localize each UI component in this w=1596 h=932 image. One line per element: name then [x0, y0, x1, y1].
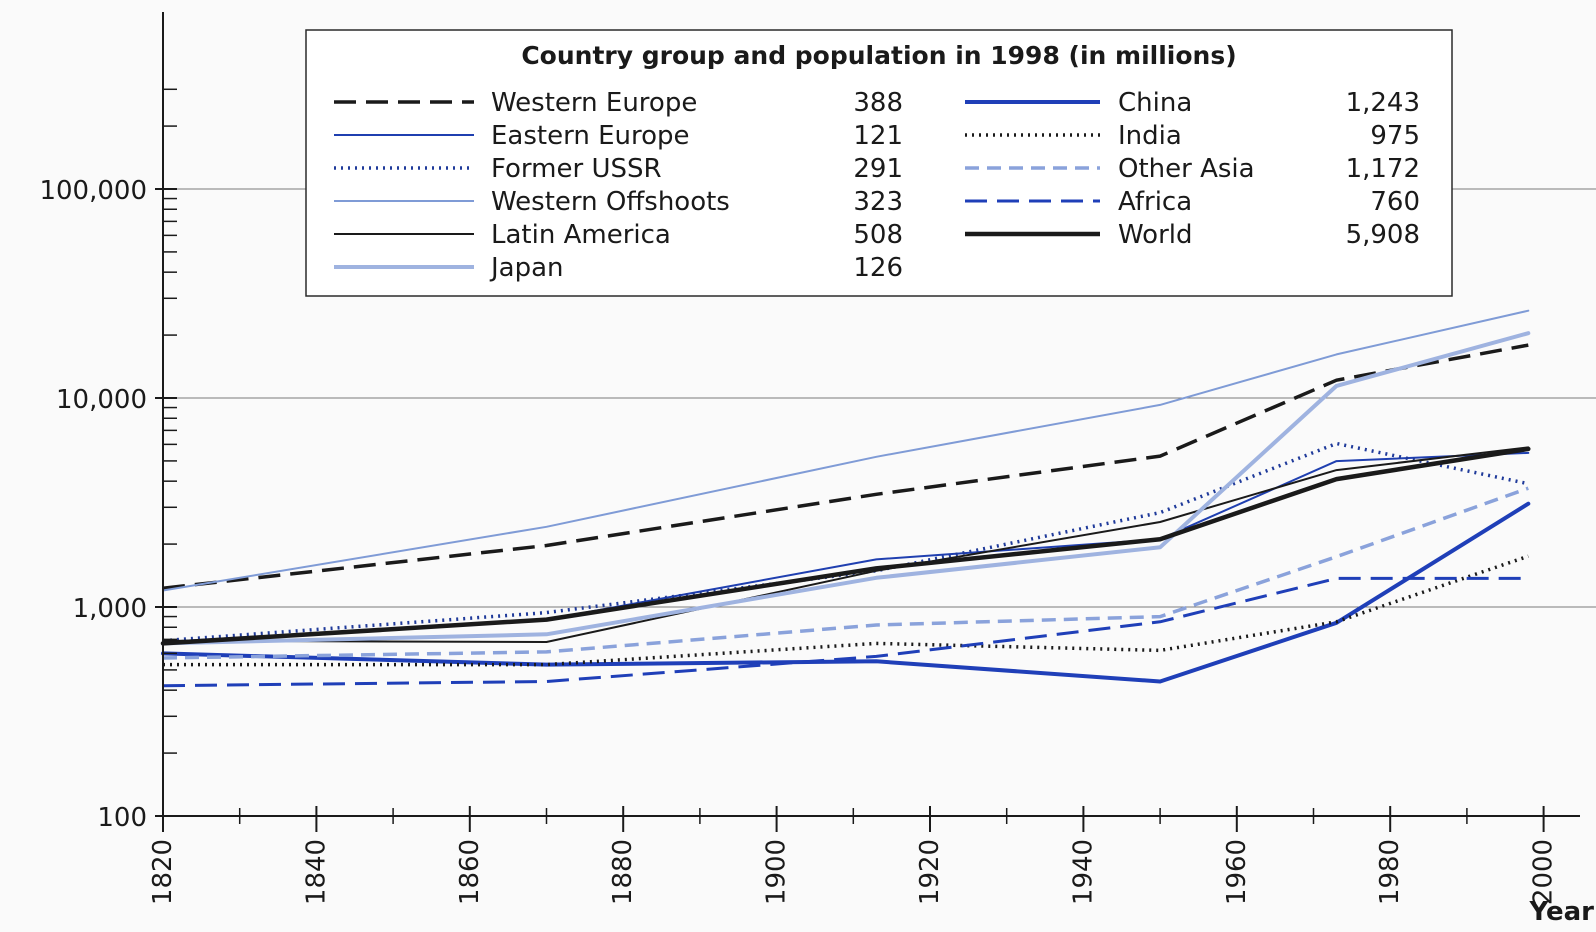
series-line	[162, 446, 1530, 643]
legend-label: China	[1118, 88, 1192, 118]
legend-population-value: 291	[853, 154, 903, 184]
legend-population-value: 975	[1370, 121, 1420, 151]
x-tick-label: 1900	[762, 839, 792, 905]
series-line	[161, 331, 1531, 646]
x-axis-title: Year	[1529, 897, 1595, 927]
y-tick-label: 10,000	[56, 385, 147, 415]
x-tick-label: 1880	[608, 839, 638, 905]
series-line	[160, 446, 1531, 646]
legend-population-value: 323	[853, 187, 903, 217]
legend-label: Eastern Europe	[491, 121, 690, 151]
series-line	[162, 441, 1529, 643]
axis-layer: 100 1,000 10,000 100,000 1820 1840 1860 1880 190…	[39, 12, 1594, 927]
series-line	[162, 486, 1529, 660]
y-tick-label: 100	[97, 803, 147, 833]
x-tick-label: 1840	[301, 839, 331, 905]
legend-population-value: 126	[853, 253, 903, 283]
legend-title: Country group and population in 1998 (in…	[521, 41, 1236, 70]
legend-label: Other Asia	[1118, 154, 1255, 184]
legend-population-value: 121	[853, 121, 903, 151]
legend-label: Former USSR	[491, 154, 662, 184]
x-tick-label: 1820	[148, 839, 178, 905]
legend-population-value: 1,243	[1346, 88, 1420, 118]
legend-population-value: 388	[853, 88, 903, 118]
legend-population-value: 508	[853, 220, 903, 250]
series-line	[163, 554, 1529, 667]
x-tick-label: 1980	[1375, 839, 1405, 905]
series-line	[162, 309, 1530, 592]
legend: Country group and population in 1998 (in…	[305, 29, 1453, 297]
legend-population-value: 5,908	[1346, 220, 1420, 250]
series-line	[162, 343, 1529, 590]
legend-population-value: 760	[1370, 187, 1420, 217]
series-layer	[160, 309, 1531, 688]
x-tick-label: 1920	[915, 839, 945, 905]
legend-label: India	[1118, 121, 1182, 151]
x-tick-label: 1940	[1068, 839, 1098, 905]
legend-label: Western Offshoots	[491, 187, 730, 217]
legend-box	[305, 29, 1453, 297]
x-tick-label: 1860	[455, 839, 485, 905]
legend-label: Latin America	[491, 220, 671, 250]
y-tick-label: 1,000	[73, 594, 147, 624]
legend-label: Western Europe	[491, 88, 697, 118]
x-tick-label: 1960	[1222, 839, 1252, 905]
x-tick-label: 2000	[1529, 839, 1559, 905]
legend-label: Africa	[1118, 187, 1192, 217]
series-line	[161, 501, 1531, 684]
legend-population-value: 1,172	[1346, 154, 1420, 184]
y-tick-label: 100,000	[39, 176, 147, 206]
legend-label: Japan	[489, 253, 564, 283]
legend-label: World	[1118, 220, 1193, 250]
